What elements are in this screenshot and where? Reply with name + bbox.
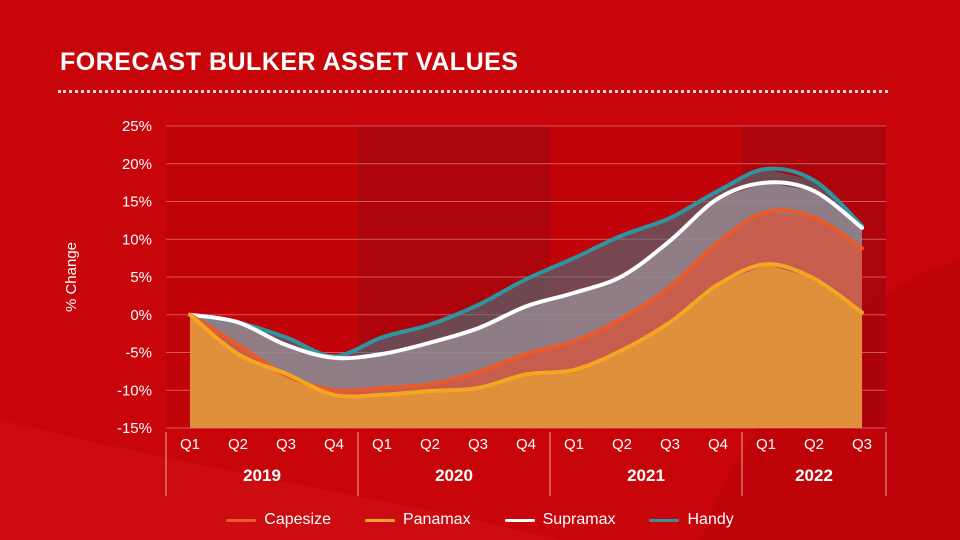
y-tick-label: 25% bbox=[122, 118, 152, 135]
legend-swatch-capesize bbox=[226, 518, 257, 522]
x-tick-label: Q1 bbox=[564, 436, 584, 453]
y-axis-title: % Change bbox=[63, 242, 80, 312]
legend-swatch-supramax bbox=[504, 518, 535, 522]
x-tick-label: Q3 bbox=[276, 436, 296, 453]
legend-item-panamax[interactable]: Panamax bbox=[364, 511, 471, 529]
line-supramax bbox=[188, 180, 864, 361]
legend-swatch-panamax bbox=[364, 518, 395, 522]
title-divider bbox=[58, 90, 888, 93]
y-tick-label: -5% bbox=[125, 345, 152, 362]
line-handy bbox=[188, 166, 864, 359]
year-label-2021: 2021 bbox=[627, 466, 665, 485]
legend-label-handy: Handy bbox=[687, 511, 734, 528]
x-tick-label: Q3 bbox=[660, 436, 680, 453]
legend-item-capesize[interactable]: Capesize bbox=[226, 511, 331, 529]
y-tick-label: 10% bbox=[122, 231, 152, 248]
legend-label-panamax: Panamax bbox=[402, 511, 471, 528]
x-tick-label: Q1 bbox=[756, 436, 776, 453]
line-panamax bbox=[188, 262, 864, 399]
legend: Capesize Panamax Supramax Handy bbox=[0, 509, 960, 531]
x-tick-label: Q3 bbox=[852, 436, 872, 453]
x-tick-label: Q4 bbox=[516, 436, 536, 453]
legend-item-supramax[interactable]: Supramax bbox=[504, 511, 616, 529]
series-lines bbox=[188, 166, 864, 399]
year-label-2022: 2022 bbox=[795, 466, 833, 485]
x-tick-label: Q4 bbox=[708, 436, 728, 453]
x-axis-ticks: Q1 Q2 Q3 Q4 Q1 Q2 Q3 Q4 Q1 Q2 Q3 Q4 Q1 Q2 Q3 bbox=[180, 436, 872, 453]
legend-item-handy[interactable]: Handy bbox=[649, 511, 734, 529]
x-tick-label: Q1 bbox=[372, 436, 392, 453]
x-tick-label: Q2 bbox=[612, 436, 632, 453]
y-axis-ticks: 25% 20% 15% 10% 5% 0% -5% -10% -15% bbox=[117, 118, 152, 437]
y-tick-label: 20% bbox=[122, 156, 152, 173]
year-label-2019: 2019 bbox=[243, 466, 281, 485]
y-tick-label: 15% bbox=[122, 194, 152, 211]
x-tick-label: Q2 bbox=[420, 436, 440, 453]
legend-label-supramax: Supramax bbox=[542, 511, 616, 528]
y-tick-label: 5% bbox=[130, 269, 152, 286]
x-tick-label: Q3 bbox=[468, 436, 488, 453]
y-tick-label: -10% bbox=[117, 382, 152, 399]
year-groups: 2019 2020 2021 2022 bbox=[165, 432, 887, 496]
x-tick-label: Q2 bbox=[228, 436, 248, 453]
year-label-2020: 2020 bbox=[435, 466, 473, 485]
y-tick-label: -15% bbox=[117, 420, 152, 437]
x-tick-label: Q4 bbox=[324, 436, 344, 453]
legend-swatch-handy bbox=[649, 518, 680, 522]
x-tick-label: Q1 bbox=[180, 436, 200, 453]
chart-title: FORECAST BULKER ASSET VALUES bbox=[60, 48, 519, 76]
y-tick-label: 0% bbox=[130, 307, 152, 324]
legend-label-capesize: Capesize bbox=[264, 511, 331, 528]
x-tick-label: Q2 bbox=[804, 436, 824, 453]
